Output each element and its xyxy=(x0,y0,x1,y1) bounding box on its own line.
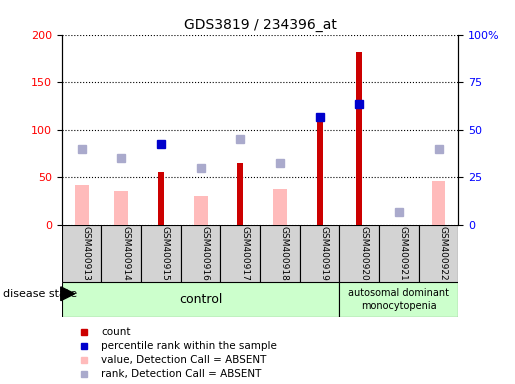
Bar xyxy=(273,189,287,225)
Text: GSM400916: GSM400916 xyxy=(201,227,210,281)
Text: GSM400914: GSM400914 xyxy=(122,227,130,281)
Bar xyxy=(339,282,458,317)
Bar xyxy=(300,225,339,282)
Title: GDS3819 / 234396_at: GDS3819 / 234396_at xyxy=(184,18,336,32)
Text: disease state: disease state xyxy=(3,289,77,299)
Text: GSM400922: GSM400922 xyxy=(438,227,448,281)
Text: percentile rank within the sample: percentile rank within the sample xyxy=(101,341,277,351)
Text: GSM400913: GSM400913 xyxy=(81,227,91,281)
Bar xyxy=(317,120,322,225)
Bar xyxy=(220,225,260,282)
Bar xyxy=(62,282,339,317)
Bar xyxy=(158,172,164,225)
Text: count: count xyxy=(101,327,131,337)
Text: GSM400917: GSM400917 xyxy=(240,227,249,281)
Text: value, Detection Call = ABSENT: value, Detection Call = ABSENT xyxy=(101,355,267,365)
Bar xyxy=(356,52,362,225)
Bar xyxy=(62,225,101,282)
Text: GSM400919: GSM400919 xyxy=(319,227,329,281)
Bar xyxy=(114,191,128,225)
Text: autosomal dominant
monocytopenia: autosomal dominant monocytopenia xyxy=(348,288,450,311)
Bar xyxy=(194,196,208,225)
Bar xyxy=(260,225,300,282)
Text: control: control xyxy=(179,293,222,306)
Bar xyxy=(339,225,379,282)
Text: GSM400920: GSM400920 xyxy=(359,227,368,281)
Bar xyxy=(141,225,181,282)
Text: rank, Detection Call = ABSENT: rank, Detection Call = ABSENT xyxy=(101,369,262,379)
Polygon shape xyxy=(61,287,75,301)
Text: GSM400918: GSM400918 xyxy=(280,227,289,281)
Text: GSM400915: GSM400915 xyxy=(161,227,170,281)
Bar xyxy=(101,225,141,282)
Text: GSM400921: GSM400921 xyxy=(399,227,408,281)
Bar xyxy=(419,225,458,282)
Bar xyxy=(75,185,89,225)
Bar xyxy=(379,225,419,282)
Bar xyxy=(181,225,220,282)
Bar xyxy=(237,163,243,225)
Bar xyxy=(432,181,445,225)
